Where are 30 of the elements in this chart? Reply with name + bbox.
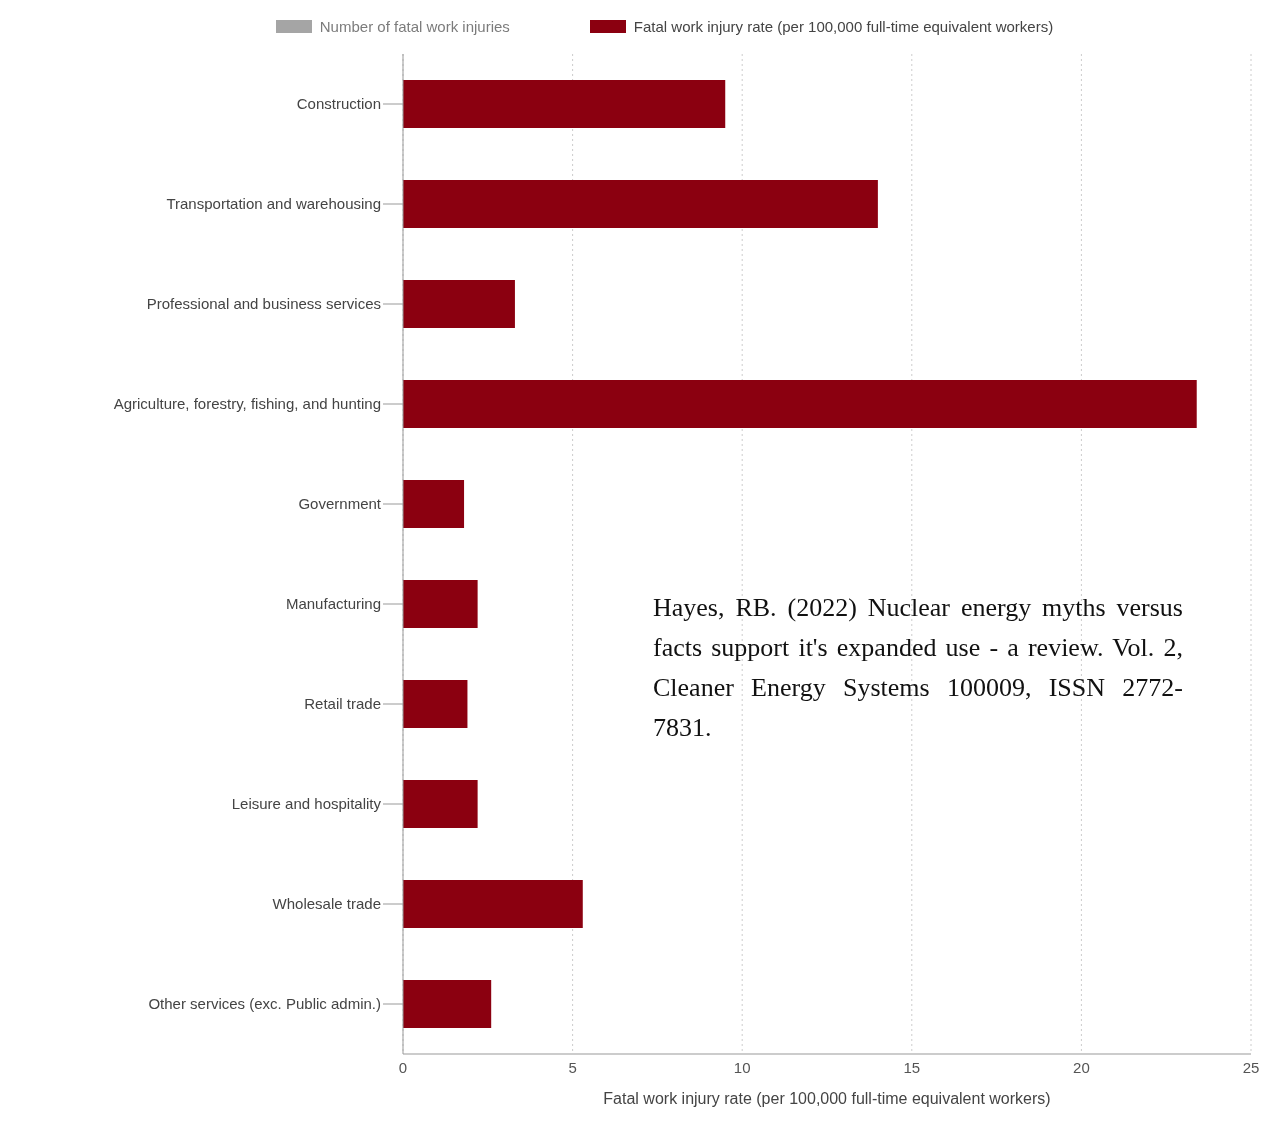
x-tick-label: 25 <box>1242 1058 1260 1076</box>
y-tick-label: Government <box>298 495 382 513</box>
y-tick-label: Manufacturing <box>285 595 381 613</box>
bar <box>403 80 726 128</box>
y-tick-label: Retail trade <box>304 695 381 713</box>
bar <box>403 680 468 728</box>
y-tick-label: Construction <box>296 95 381 113</box>
x-tick-label: 10 <box>733 1058 751 1076</box>
y-tick-label: Wholesale trade <box>272 895 381 913</box>
bar <box>403 880 583 928</box>
x-axis-title: Fatal work injury rate (per 100,000 full-time equivalent workers) <box>603 1090 1051 1107</box>
x-tick-label: 20 <box>1073 1058 1090 1076</box>
y-tick-label: Other services (exc. Public admin.) <box>148 995 381 1013</box>
x-tick-label: 0 <box>398 1058 408 1076</box>
bar <box>403 480 465 528</box>
y-tick-label: Transportation and warehousing <box>166 195 381 213</box>
bar <box>403 380 1197 428</box>
x-tick-label: 5 <box>568 1058 577 1076</box>
legend-label: Fatal work injury rate (per 100,000 full-time equivalent workers) <box>633 17 1054 35</box>
bar <box>403 180 878 228</box>
y-tick-label: Agriculture, forestry, fishing, and hunting <box>113 395 381 413</box>
bar <box>403 580 478 628</box>
y-tick-label: Leisure and hospitality <box>231 795 382 813</box>
bar <box>403 780 478 828</box>
annotation: Hayes, RB. (2022) Nuclear energy myths versus facts support it's expanded use - a review. Vol. 2, Cleaner Energy Systems 100009, ISSN 2772-7831. <box>653 592 1183 744</box>
y-tick-label: Professional and business services <box>146 295 381 313</box>
x-tick-label: 15 <box>903 1058 921 1076</box>
legend-label: Number of fatal work injuries <box>319 17 510 35</box>
bar <box>403 980 492 1028</box>
bar <box>403 280 515 328</box>
